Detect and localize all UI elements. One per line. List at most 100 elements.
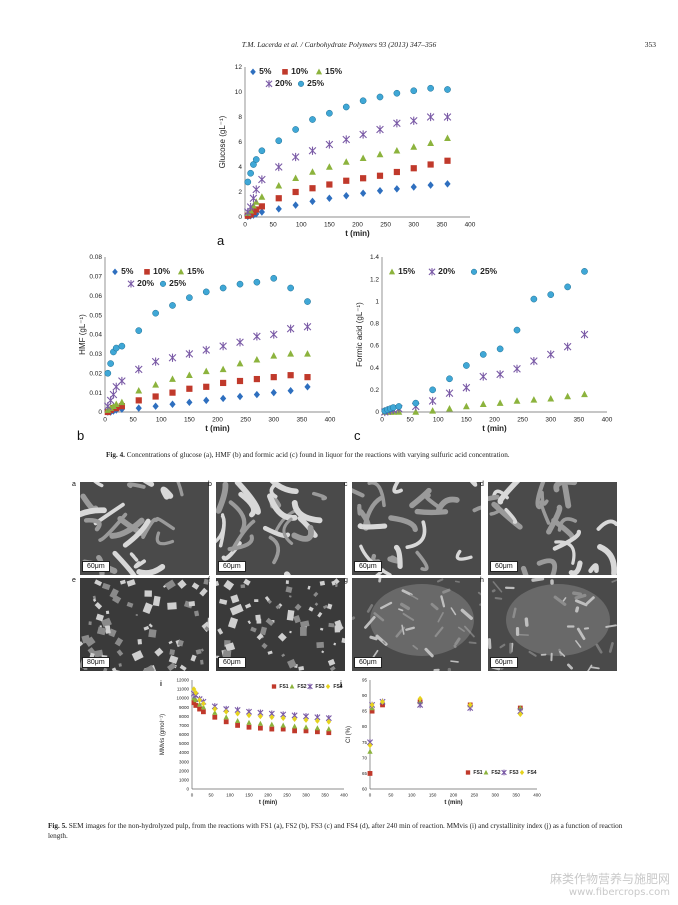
data-point xyxy=(200,704,207,710)
y-tick-label: 10 xyxy=(235,89,243,96)
texture xyxy=(437,611,444,623)
data-point xyxy=(393,168,400,176)
legend-marker xyxy=(265,80,273,88)
texture xyxy=(364,615,376,629)
legend-marker xyxy=(297,80,305,87)
particle xyxy=(109,588,119,599)
particle xyxy=(137,639,142,645)
texture xyxy=(567,663,573,670)
data-point xyxy=(376,172,384,179)
data-point xyxy=(444,157,451,164)
particle xyxy=(224,642,236,652)
fiber xyxy=(269,482,299,495)
texture xyxy=(574,593,587,600)
scale-bar-label: 60μm xyxy=(354,657,382,668)
legend-label: 5% xyxy=(259,66,272,76)
texture xyxy=(424,647,434,658)
sem-image-h: 60μm xyxy=(488,578,617,671)
texture xyxy=(436,578,444,583)
data-point xyxy=(292,201,299,209)
fiber xyxy=(539,500,551,525)
y-tick-label: 9000 xyxy=(179,705,190,710)
data-point xyxy=(292,716,297,722)
data-point xyxy=(292,126,299,133)
legend-marker xyxy=(519,769,525,776)
fiber xyxy=(80,507,107,518)
data-point xyxy=(581,268,588,275)
y-tick-label: 3000 xyxy=(179,759,190,764)
fiber xyxy=(536,558,558,575)
data-point xyxy=(325,163,333,170)
data-point xyxy=(193,703,199,708)
x-tick-label: 200 xyxy=(264,793,272,798)
data-point xyxy=(258,147,266,155)
series-15pct xyxy=(381,390,588,415)
x-tick-label: 400 xyxy=(325,417,336,424)
particle xyxy=(119,579,126,585)
particle xyxy=(148,623,153,628)
particle xyxy=(288,595,292,598)
texture xyxy=(477,591,481,596)
panel-letter: c xyxy=(354,428,361,443)
x-tick-label: 100 xyxy=(408,793,416,798)
data-point xyxy=(236,359,244,367)
data-point xyxy=(444,86,451,93)
hmf-chart: 0 50 100 150 200 250 300 350 400 0 0.01 0.02 0.03 0.0… xyxy=(77,254,336,443)
data-point xyxy=(246,202,255,212)
fiber xyxy=(352,488,365,498)
data-point xyxy=(287,284,294,292)
fiber xyxy=(227,534,254,551)
data-point xyxy=(275,205,282,213)
y-tick-label: 0 xyxy=(186,787,189,792)
particle xyxy=(243,578,251,586)
particle xyxy=(191,582,200,590)
y-tick-label: 0.4 xyxy=(370,365,379,372)
y-tick-label: 1000 xyxy=(179,777,190,782)
fiber xyxy=(546,504,563,535)
texture xyxy=(398,608,404,612)
y-tick-label: 60 xyxy=(362,787,368,792)
legend-label: FS1 xyxy=(473,770,482,776)
particle xyxy=(294,603,302,611)
particle xyxy=(223,579,235,591)
data-point xyxy=(236,280,244,288)
data-point xyxy=(581,390,588,398)
data-point xyxy=(191,700,197,706)
particle xyxy=(255,614,261,621)
x-tick-label: 150 xyxy=(324,222,335,229)
data-point xyxy=(201,700,206,707)
fiber xyxy=(562,483,572,509)
texture xyxy=(512,607,517,619)
fiber xyxy=(109,517,145,539)
particle xyxy=(335,583,338,588)
data-point xyxy=(326,726,332,732)
particle xyxy=(216,580,220,588)
data-point xyxy=(530,396,538,403)
x-tick-label: 300 xyxy=(268,417,279,424)
legend-marker xyxy=(465,770,471,775)
fiber xyxy=(216,513,226,544)
panel-letter: i xyxy=(160,681,162,688)
fiber xyxy=(126,482,146,489)
fiber xyxy=(283,571,291,575)
legend-label: FS1 xyxy=(279,684,288,690)
fiber xyxy=(535,482,546,510)
data-point xyxy=(152,393,159,400)
fiber xyxy=(312,491,327,501)
legend-label: FS3 xyxy=(509,770,518,776)
data-point xyxy=(547,394,555,402)
particle xyxy=(267,650,273,655)
particle xyxy=(114,637,124,647)
texture xyxy=(373,612,385,622)
data-point xyxy=(291,152,300,162)
x-tick-label: 50 xyxy=(130,417,138,424)
data-point xyxy=(269,721,275,727)
texture xyxy=(575,640,582,648)
particle xyxy=(327,658,336,666)
particle xyxy=(219,598,228,605)
particle xyxy=(92,598,97,603)
fig4-caption-text: Concentrations of glucose (a), HMF (b) a… xyxy=(126,451,510,459)
scale-bar-label: 80μm xyxy=(82,657,110,668)
particle xyxy=(80,641,84,648)
legend-label: 5% xyxy=(121,266,134,276)
